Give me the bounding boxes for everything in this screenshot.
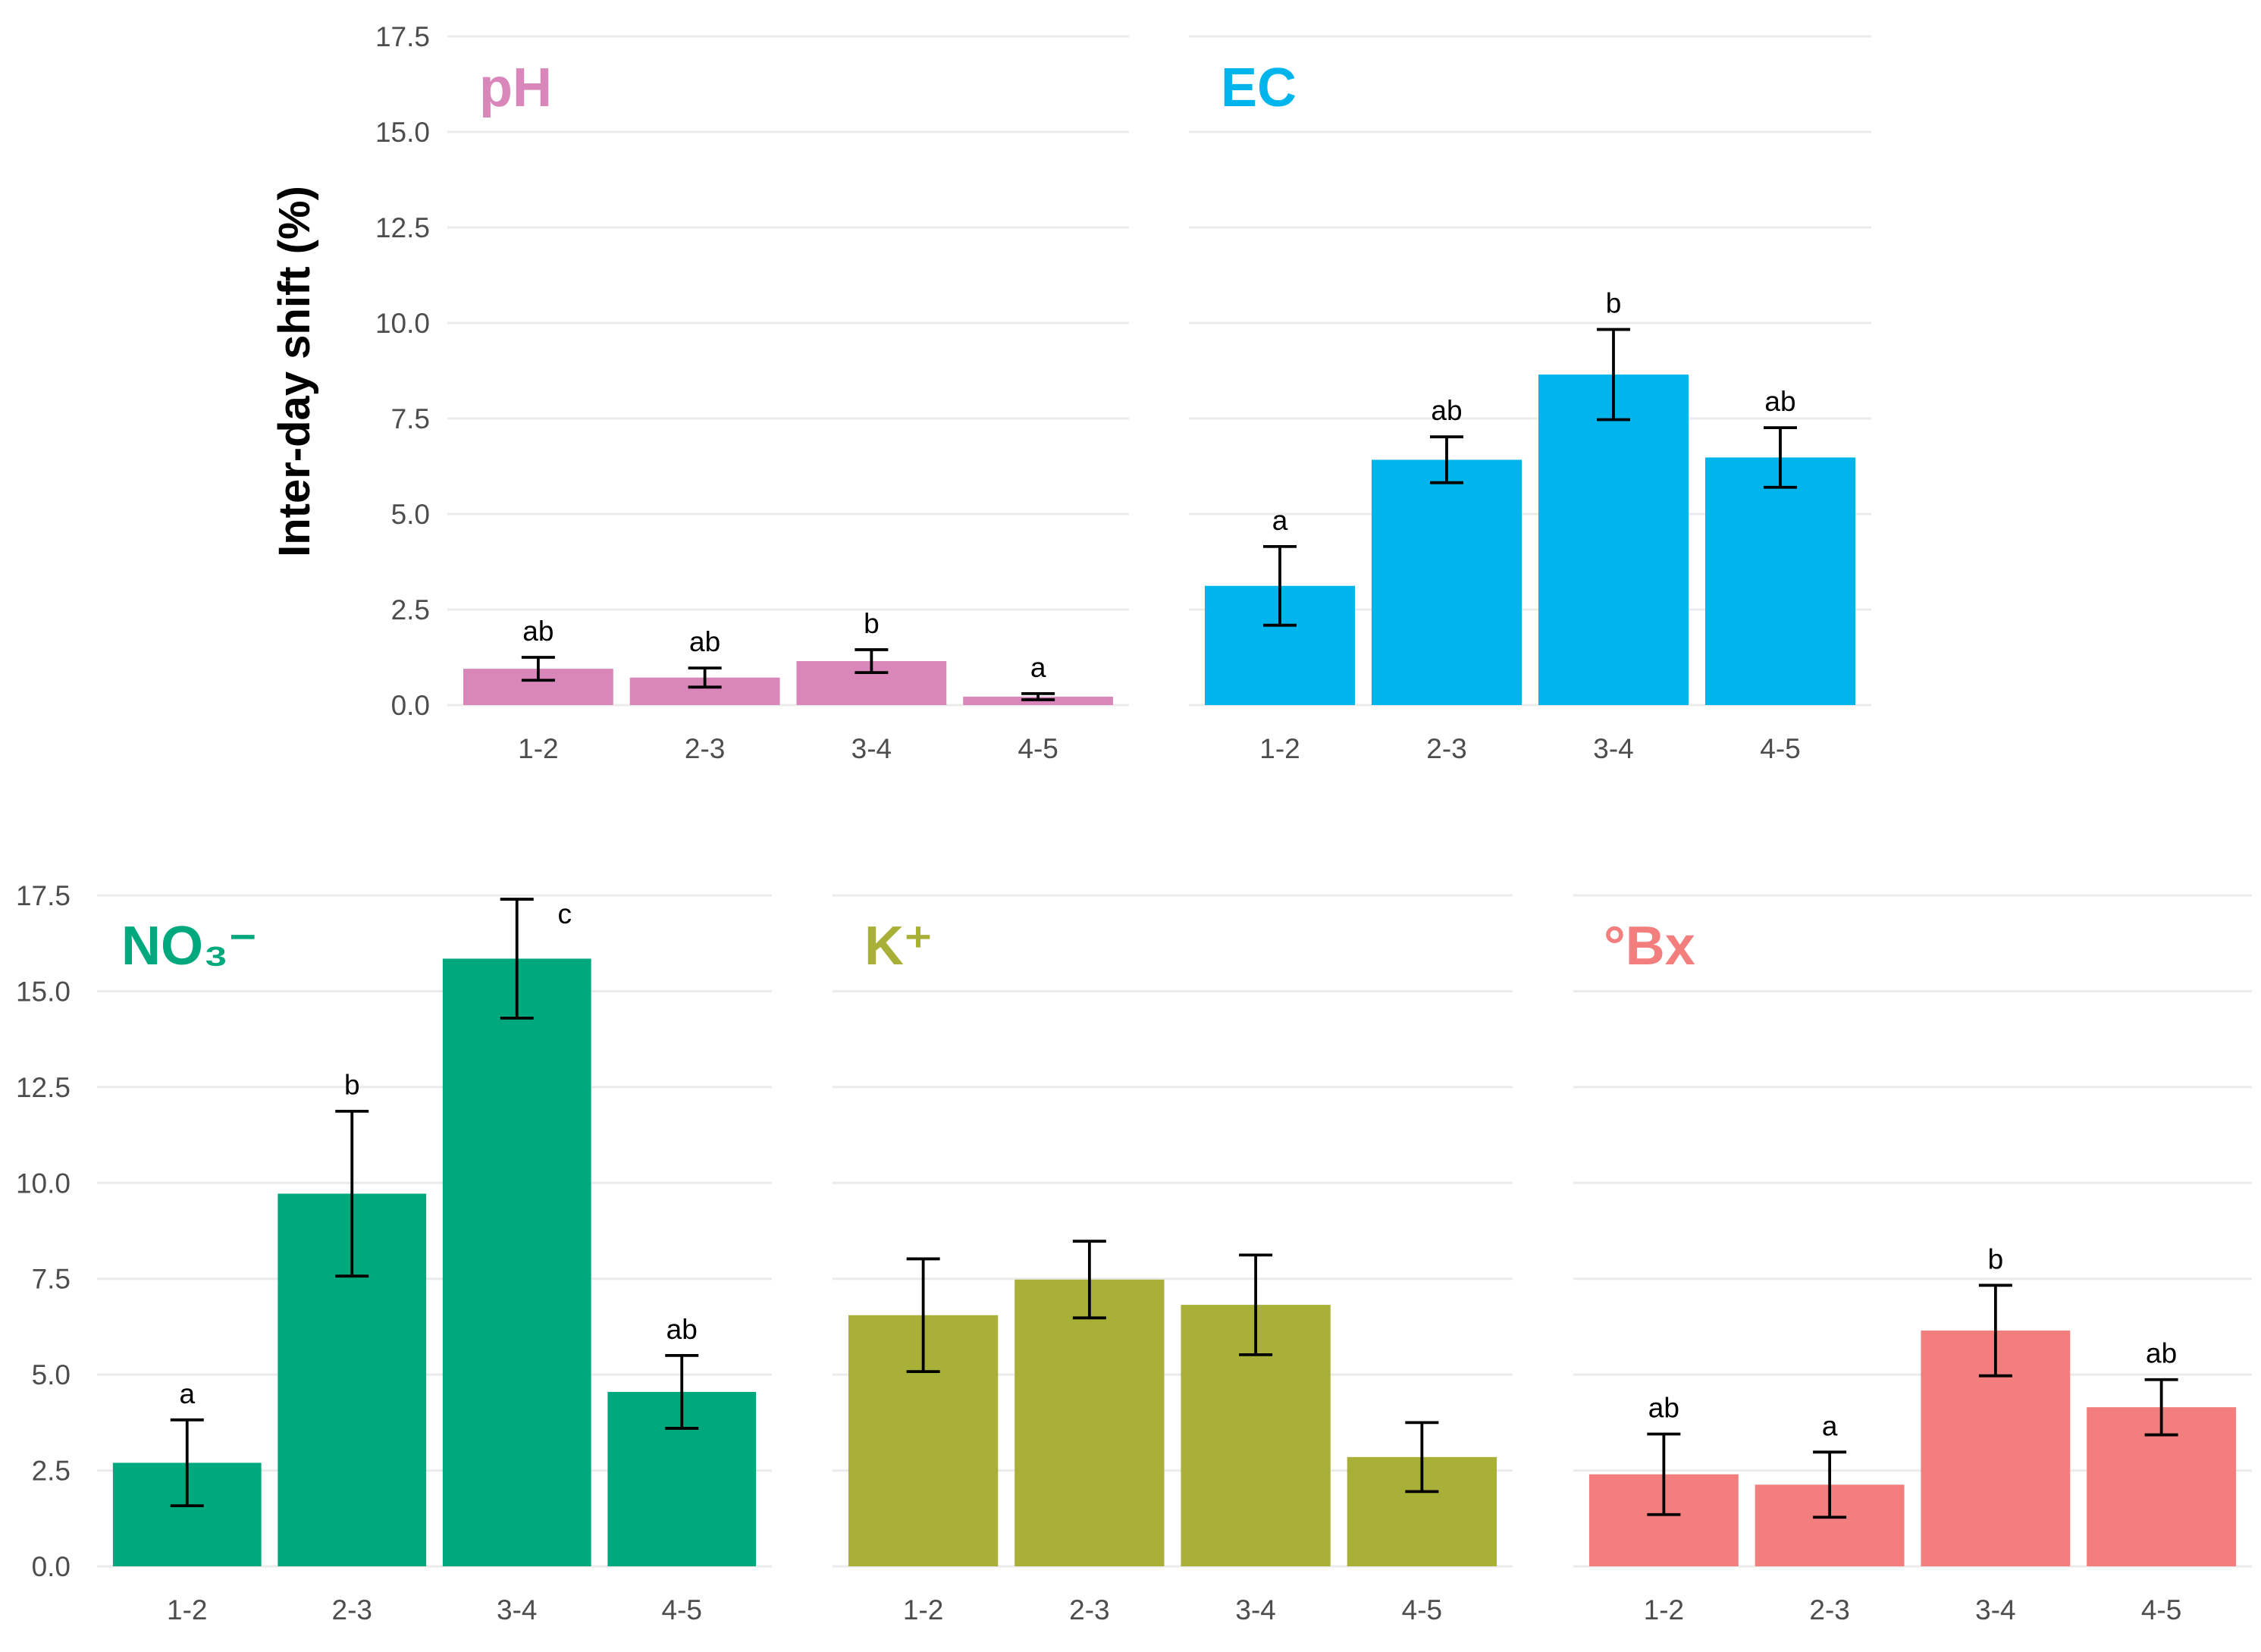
x-tick-label: 1-2 (1259, 733, 1300, 764)
significance-letter: ab (522, 616, 553, 647)
x-tick-label: 4-5 (662, 1594, 702, 1625)
significance-letter: ab (689, 626, 720, 657)
significance-letter: ab (1764, 386, 1795, 417)
significance-letter: c (558, 898, 572, 929)
significance-letter: a (179, 1378, 195, 1409)
panel-title: K⁺ (864, 916, 933, 976)
x-tick-label: 2-3 (1069, 1594, 1109, 1625)
y-tick-label: 17.5 (16, 880, 71, 911)
y-tick-label: 10.0 (16, 1168, 71, 1199)
significance-letter: ab (2146, 1338, 2177, 1369)
significance-letter: b (1988, 1243, 2004, 1274)
significance-letter: ab (1431, 395, 1462, 426)
significance-letter: b (864, 608, 880, 639)
bar (442, 958, 591, 1566)
panel-2: a 1-2 ab 2-3 b 3-4 ab 4-5 EC (1189, 35, 1871, 764)
x-tick-label: 1-2 (518, 733, 558, 764)
significance-letter: ab (1648, 1393, 1679, 1424)
significance-letter: b (344, 1070, 360, 1101)
x-tick-label: 2-3 (685, 733, 725, 764)
bar (1014, 1279, 1165, 1566)
bar (1372, 459, 1522, 705)
y-tick-label: 2.5 (391, 594, 430, 625)
y-tick-label: 0.0 (32, 1551, 71, 1582)
y-tick-label: 7.5 (391, 403, 430, 434)
x-tick-label: 3-4 (1975, 1594, 2015, 1625)
bar (1705, 457, 1855, 705)
y-tick-label: 15.0 (16, 976, 71, 1007)
y-tick-label: 5.0 (391, 499, 430, 530)
significance-letter: a (1030, 652, 1046, 683)
x-tick-label: 3-4 (1593, 733, 1633, 764)
panel-title: NO₃⁻ (121, 916, 257, 976)
y-tick-label: 5.0 (32, 1359, 71, 1390)
x-tick-label: 4-5 (2141, 1594, 2181, 1625)
x-tick-label: 1-2 (1644, 1594, 1684, 1625)
x-tick-label: 2-3 (1809, 1594, 1849, 1625)
x-tick-label: 1-2 (903, 1594, 943, 1625)
panel-title: °Bx (1604, 916, 1695, 976)
y-tick-label: 0.0 (391, 690, 430, 721)
y-tick-label: 12.5 (16, 1072, 71, 1103)
y-tick-label: 7.5 (32, 1264, 71, 1295)
x-tick-label: 3-4 (851, 733, 892, 764)
y-tick-label: 2.5 (32, 1456, 71, 1487)
significance-letter: ab (666, 1314, 698, 1345)
y-tick-label: 12.5 (375, 212, 430, 243)
x-tick-label: 1-2 (167, 1594, 207, 1625)
x-tick-label: 3-4 (497, 1594, 537, 1625)
panel-title: pH (479, 58, 552, 118)
x-tick-label: 4-5 (1402, 1594, 1442, 1625)
significance-letter: a (1272, 505, 1288, 536)
panel-1: 0.0 2.5 5.0 7.5 10.0 12.5 15.0 17.5 ab 1-2 ab 2-3 b 3… (375, 21, 1129, 764)
panel-5: ab 1-2 a 2-3 b 3-4 ab 4-5 °Bx (1573, 894, 2252, 1625)
panel-3: 0.0 2.5 5.0 7.5 10.0 12.5 15.0 17.5 a 1-2 b 2-3 c 3-4… (16, 880, 772, 1625)
panel-title: EC (1221, 58, 1297, 118)
significance-letter: b (1606, 288, 1622, 319)
y-tick-label: 15.0 (375, 117, 430, 148)
x-tick-label: 4-5 (1760, 733, 1800, 764)
y-tick-label: 10.0 (375, 308, 430, 339)
x-tick-label: 4-5 (1018, 733, 1058, 764)
y-axis-title: Inter-day shift (%) (270, 186, 319, 557)
panel-4: 1-2 2-3 3-4 4-5 K⁺ (833, 894, 1513, 1625)
x-tick-label: 2-3 (332, 1594, 372, 1625)
x-tick-label: 2-3 (1426, 733, 1466, 764)
y-tick-label: 17.5 (375, 21, 430, 52)
x-tick-label: 3-4 (1235, 1594, 1275, 1625)
significance-letter: a (1822, 1410, 1838, 1441)
bar (1538, 375, 1689, 705)
